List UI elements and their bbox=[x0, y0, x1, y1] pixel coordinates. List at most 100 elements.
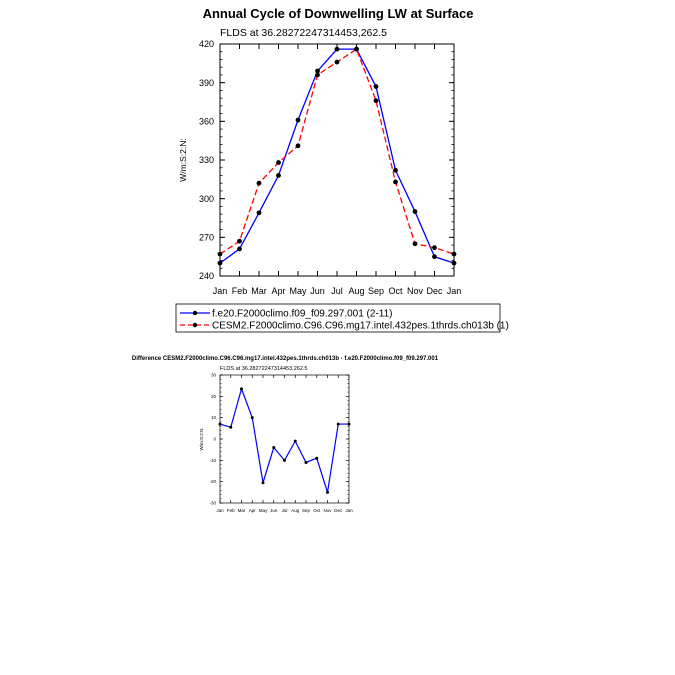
series-2-point bbox=[334, 59, 340, 65]
series-2-point bbox=[412, 241, 418, 247]
series-1-point bbox=[217, 260, 223, 266]
series-1-point bbox=[283, 458, 286, 462]
legend-frame bbox=[175, 303, 501, 333]
series-1-point bbox=[218, 422, 222, 426]
series-line-1 bbox=[219, 48, 455, 264]
x-tick-label: Jan bbox=[213, 286, 228, 296]
x-tick-label: Jul bbox=[282, 508, 288, 513]
x-tick-label: Jan bbox=[447, 286, 462, 296]
x-tick-label: Apr bbox=[249, 508, 257, 513]
series-2-point bbox=[217, 251, 223, 257]
series-2-point bbox=[276, 160, 281, 165]
x-tick-label: Mar bbox=[238, 508, 246, 513]
x-tick-label: Nov bbox=[407, 286, 424, 296]
series-1-point bbox=[250, 416, 254, 420]
series-1-point bbox=[315, 456, 319, 460]
diff-plot-frame bbox=[219, 374, 350, 504]
y-tick-label: 240 bbox=[199, 271, 214, 281]
series-1-point bbox=[295, 117, 301, 123]
legend-marker-1 bbox=[192, 310, 198, 316]
series-1-point bbox=[237, 246, 242, 252]
y-tick-label: 10 bbox=[211, 415, 217, 420]
series-1-point bbox=[326, 490, 329, 494]
x-tick-label: Aug bbox=[291, 508, 300, 513]
series-1-point bbox=[240, 387, 243, 391]
main-y-axis-label: W/m:S:2:N: bbox=[178, 138, 188, 181]
y-tick-label: -30 bbox=[209, 501, 216, 506]
series-1-point bbox=[272, 446, 276, 450]
legend-label-2: CESM2.F2000climo.C96.C96.mg17.intel.432p… bbox=[212, 321, 509, 332]
main-chart-title: Annual Cycle of Downwelling LW at Surfac… bbox=[203, 6, 474, 21]
diff-y-axis-label: W/m:S:2:N: bbox=[199, 427, 204, 450]
main-chart-subtitle: FLDS at 36.28272247314453,262.5 bbox=[220, 27, 387, 39]
x-tick-label: Sep bbox=[302, 508, 311, 513]
x-tick-label: May bbox=[259, 508, 268, 513]
x-tick-label: Jun bbox=[270, 508, 278, 513]
main-plot-frame bbox=[219, 43, 455, 277]
series-1-point bbox=[276, 173, 281, 178]
x-tick-label: May bbox=[289, 286, 307, 296]
y-tick-label: 20 bbox=[211, 394, 217, 399]
x-tick-label: Apr bbox=[271, 286, 285, 296]
series-2-point bbox=[295, 143, 301, 149]
series-1-point bbox=[336, 422, 340, 426]
series-1-point bbox=[256, 210, 262, 216]
series-2-point bbox=[237, 238, 242, 244]
diff-series bbox=[218, 386, 351, 494]
x-tick-label: Jan bbox=[216, 508, 224, 513]
diff-chart-title: Difference CESM2.F2000climo.C96.C96.mg17… bbox=[132, 356, 439, 362]
main-series bbox=[217, 46, 457, 266]
series-1-point bbox=[315, 68, 320, 74]
series-line-2 bbox=[219, 48, 455, 255]
series-1-point bbox=[334, 46, 340, 52]
series-2-point bbox=[451, 251, 457, 257]
series-1-point bbox=[304, 460, 308, 464]
x-tick-label: Oct bbox=[313, 508, 321, 513]
series-2-point bbox=[373, 98, 379, 104]
x-tick-label: Nov bbox=[323, 508, 332, 513]
main-chart: Annual Cycle of Downwelling LW at Surfac… bbox=[178, 6, 473, 296]
x-tick-label: Feb bbox=[227, 508, 235, 513]
series-1-point bbox=[451, 260, 457, 266]
y-tick-label: 330 bbox=[199, 155, 214, 165]
x-tick-label: Dec bbox=[334, 508, 343, 513]
y-tick-label: 0 bbox=[213, 437, 216, 442]
legend-marker-2 bbox=[192, 322, 198, 328]
series-1-point bbox=[261, 481, 265, 485]
series-2-point bbox=[354, 46, 359, 52]
series-1-point bbox=[229, 425, 233, 429]
series-line-1 bbox=[219, 386, 349, 493]
x-tick-label: Jan bbox=[345, 508, 353, 513]
y-tick-label: -20 bbox=[209, 479, 216, 484]
series-2-point bbox=[432, 245, 437, 251]
x-tick-label: Oct bbox=[388, 286, 403, 296]
x-tick-label: Dec bbox=[426, 286, 443, 296]
x-tick-label: Sep bbox=[368, 286, 384, 296]
x-tick-label: Jul bbox=[331, 286, 343, 296]
main-ticks: 240 270 300 330 360 390 420 Jan Feb Mar Apr May Jun J… bbox=[199, 39, 461, 296]
series-2-point bbox=[256, 180, 262, 186]
series-1-point bbox=[373, 84, 379, 89]
x-tick-label: Jun bbox=[310, 286, 325, 296]
y-tick-label: 390 bbox=[199, 78, 214, 88]
y-tick-label: 360 bbox=[199, 116, 214, 126]
series-1-point bbox=[347, 422, 351, 426]
legend: f.e20.F2000climo.f09_f09.297.001 (2-11) … bbox=[175, 303, 509, 333]
x-tick-label: Feb bbox=[232, 286, 248, 296]
y-tick-label: 300 bbox=[199, 194, 214, 204]
legend-label-1: f.e20.F2000climo.f09_f09.297.001 (2-11) bbox=[212, 309, 393, 320]
y-tick-label: 270 bbox=[199, 232, 214, 242]
series-2-point bbox=[393, 179, 398, 185]
series-2-point bbox=[315, 72, 320, 78]
series-1-point bbox=[432, 254, 437, 260]
y-tick-label: -10 bbox=[209, 458, 216, 463]
diff-chart-subtitle: FLDS at 36.28272247314453,262.5 bbox=[220, 366, 307, 372]
y-tick-label: 420 bbox=[199, 39, 214, 49]
x-tick-label: Aug bbox=[348, 286, 364, 296]
series-1-point bbox=[412, 209, 418, 214]
x-tick-label: Mar bbox=[251, 286, 267, 296]
series-1-point bbox=[393, 167, 398, 173]
series-1-point bbox=[293, 439, 297, 443]
